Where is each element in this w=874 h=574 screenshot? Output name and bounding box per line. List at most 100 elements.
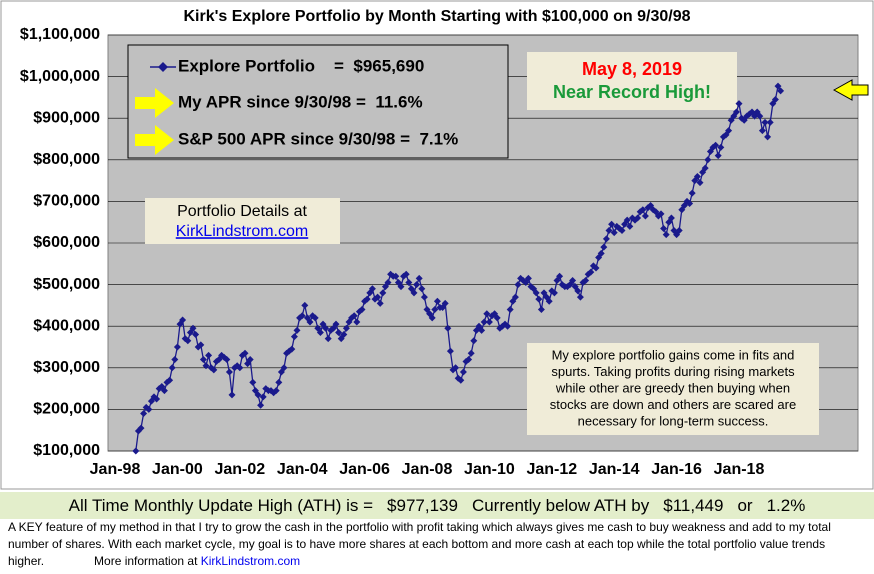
y-tick-label: $1,100,000 xyxy=(20,26,100,43)
data-point xyxy=(433,297,441,305)
note-box xyxy=(527,343,819,435)
data-point xyxy=(764,133,772,141)
footer-text: A KEY feature of my method in that I try… xyxy=(8,519,858,570)
y-tick-label: $400,000 xyxy=(33,317,100,334)
data-point xyxy=(693,172,701,180)
data-point xyxy=(241,349,249,357)
y-tick-label: $900,000 xyxy=(33,109,100,126)
data-point xyxy=(556,272,564,280)
data-point xyxy=(179,316,187,324)
data-point xyxy=(623,216,631,224)
x-tick-label: Jan-04 xyxy=(277,461,328,478)
data-point xyxy=(537,306,545,314)
data-point xyxy=(166,376,174,384)
data-point xyxy=(470,337,478,345)
details-link[interactable]: KirkLindstrom.com xyxy=(176,223,308,240)
data-point xyxy=(618,227,626,235)
data-point xyxy=(290,333,298,341)
data-point xyxy=(410,289,418,297)
data-point xyxy=(189,324,197,332)
data-point xyxy=(675,227,683,235)
ath-bar: All Time Monthly Update High (ATH) is = … xyxy=(0,492,874,519)
data-point xyxy=(688,189,696,197)
below-value: $11,449 xyxy=(663,495,724,515)
data-point xyxy=(402,270,410,278)
data-point xyxy=(459,368,467,376)
data-point xyxy=(774,82,782,90)
data-point xyxy=(777,87,785,95)
data-point xyxy=(228,391,236,399)
data-point xyxy=(511,293,519,301)
data-point xyxy=(160,387,168,395)
data-point xyxy=(311,314,319,322)
y-tick-label: $300,000 xyxy=(33,359,100,376)
data-point xyxy=(514,281,522,289)
data-point xyxy=(444,324,452,332)
chart-title: Kirk's Explore Portfolio by Month Starti… xyxy=(183,8,690,25)
date-box xyxy=(527,52,737,110)
apr-text: My APR since 9/30/98 = 11.6% xyxy=(178,92,423,111)
or-text: or xyxy=(737,495,753,515)
y-tick-label: $600,000 xyxy=(33,234,100,251)
data-point xyxy=(405,279,413,287)
data-point xyxy=(587,268,595,276)
below-label: Currently below ATH by xyxy=(471,495,650,515)
data-point xyxy=(524,274,532,282)
data-point xyxy=(358,306,366,314)
x-tick-label: Jan-18 xyxy=(714,461,765,478)
note-line: spurts. Taking profits during rising mar… xyxy=(551,364,795,379)
data-point xyxy=(696,179,704,187)
footer-link[interactable]: KirkLindstrom.com xyxy=(200,554,301,568)
legend-label: Explore Portfolio xyxy=(178,56,315,75)
data-point xyxy=(735,100,743,108)
y-tick-label: $800,000 xyxy=(33,151,100,168)
data-point xyxy=(641,212,649,220)
y-tick-label: $500,000 xyxy=(33,276,100,293)
data-point xyxy=(605,227,613,235)
data-point xyxy=(254,391,262,399)
below-pct: 1.2% xyxy=(766,495,806,515)
data-point xyxy=(761,118,769,126)
data-point xyxy=(197,341,205,349)
data-point xyxy=(210,366,218,374)
data-point xyxy=(657,210,665,218)
data-point xyxy=(576,293,584,301)
data-point xyxy=(316,328,324,336)
data-point xyxy=(171,355,179,363)
data-point xyxy=(168,364,176,372)
data-point xyxy=(272,387,280,395)
arrow xyxy=(832,79,869,101)
data-point xyxy=(306,318,314,326)
x-tick-label: Jan-00 xyxy=(152,461,203,478)
data-point xyxy=(701,164,709,172)
data-point xyxy=(602,235,610,243)
data-point xyxy=(756,112,764,120)
data-point xyxy=(374,293,382,301)
details-text: Portfolio Details at xyxy=(177,203,307,220)
data-point xyxy=(662,231,670,239)
data-point xyxy=(597,249,605,257)
data-point xyxy=(686,199,694,207)
x-tick-label: Jan-98 xyxy=(90,461,141,478)
data-point xyxy=(288,345,296,353)
data-point xyxy=(467,349,475,357)
x-tick-label: Jan-16 xyxy=(651,461,702,478)
data-point xyxy=(293,326,301,334)
data-point xyxy=(545,297,553,305)
x-tick-label: Jan-02 xyxy=(214,461,265,478)
data-point xyxy=(205,351,213,359)
data-point xyxy=(610,229,618,237)
data-point xyxy=(353,318,361,326)
data-point xyxy=(771,95,779,103)
data-point xyxy=(732,108,740,116)
ath-value: $977,139 xyxy=(387,495,458,515)
data-point xyxy=(301,301,309,309)
data-point xyxy=(379,289,387,297)
x-tick-label: Jan-10 xyxy=(464,461,515,478)
data-point xyxy=(532,289,540,297)
legend-box xyxy=(127,44,509,159)
data-point xyxy=(140,410,148,418)
data-point xyxy=(184,337,192,345)
data-point xyxy=(639,206,647,214)
